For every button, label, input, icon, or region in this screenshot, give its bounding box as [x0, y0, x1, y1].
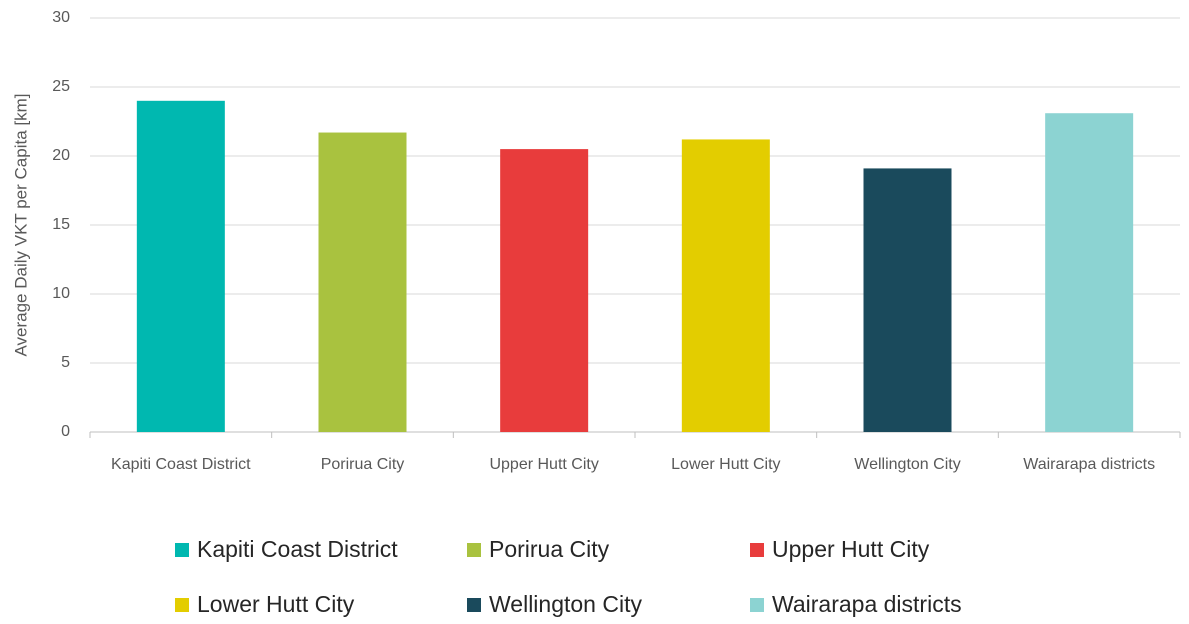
x-tick-label: Lower Hutt City [671, 456, 780, 473]
legend-label: Wairarapa districts [772, 591, 962, 617]
y-tick-label: 25 [52, 78, 70, 95]
y-tick-label: 5 [61, 354, 70, 371]
x-tick-label: Upper Hutt City [489, 456, 598, 473]
legend-label: Lower Hutt City [197, 591, 355, 617]
bar [863, 168, 952, 433]
legend-label: Porirua City [489, 536, 610, 562]
bar [681, 139, 770, 432]
legend-swatch [175, 543, 189, 557]
legend-swatch [175, 598, 189, 612]
x-tick-label: Kapiti Coast District [111, 456, 251, 473]
bar [500, 149, 589, 432]
y-tick-label: 20 [52, 147, 70, 164]
y-tick-label: 15 [52, 216, 70, 233]
legend-label: Wellington City [489, 591, 642, 617]
bar [318, 132, 407, 433]
legend-label: Upper Hutt City [772, 536, 930, 562]
legend-swatch [750, 543, 764, 557]
bar [1045, 113, 1134, 432]
y-axis-label: Average Daily VKT per Capita [km] [11, 94, 30, 357]
x-tick-label: Wairarapa districts [1023, 456, 1155, 473]
y-tick-label: 30 [52, 9, 70, 26]
legend-swatch [750, 598, 764, 612]
legend-swatch [467, 598, 481, 612]
bar [136, 100, 225, 433]
legend-swatch [467, 543, 481, 557]
x-tick-label: Porirua City [321, 456, 405, 473]
x-tick-label: Wellington City [854, 456, 960, 473]
y-tick-label: 0 [61, 423, 70, 440]
legend-label: Kapiti Coast District [197, 536, 398, 562]
y-tick-label: 10 [52, 285, 70, 302]
